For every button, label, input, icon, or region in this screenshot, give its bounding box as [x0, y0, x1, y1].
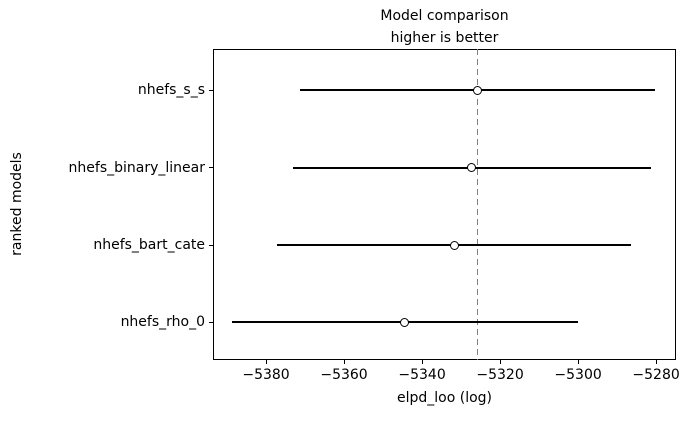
x-tick-label: −5380 — [242, 367, 290, 383]
x-tick-label: −5280 — [632, 367, 680, 383]
chart-title: Model comparison — [380, 8, 509, 24]
x-axis-label: elpd_loo (log) — [396, 390, 492, 406]
y-tick-label: nhefs_bart_cate — [93, 237, 205, 254]
y-tick-label: nhefs_rho_0 — [120, 314, 205, 331]
x-axis-tick — [499, 360, 501, 364]
point-estimate-marker — [472, 85, 482, 95]
x-tick-label: −5320 — [476, 367, 524, 383]
chart-title-block: Model comparison higher is better — [213, 5, 676, 49]
x-axis-tick — [655, 360, 657, 364]
chart-subtitle: higher is better — [390, 30, 499, 46]
x-axis-tick — [265, 360, 267, 364]
x-tick-label: −5340 — [398, 367, 446, 383]
y-tick-label: nhefs_binary_linear — [68, 159, 205, 176]
point-estimate-marker — [467, 163, 477, 173]
y-axis-tick — [209, 89, 213, 91]
x-axis-tick — [577, 360, 579, 364]
x-tick-label: −5300 — [554, 367, 602, 383]
y-tick-label: nhefs_s_s — [137, 82, 205, 99]
point-estimate-marker — [449, 240, 459, 250]
point-estimate-marker — [400, 317, 410, 327]
x-axis-tick — [343, 360, 345, 364]
y-axis-label: ranked models — [9, 152, 25, 256]
x-axis-tick — [421, 360, 423, 364]
y-axis-tick — [209, 244, 213, 246]
y-axis-tick — [209, 321, 213, 323]
x-tick-label: −5360 — [320, 367, 368, 383]
reference-dashed-line — [476, 49, 479, 360]
y-axis-tick — [209, 167, 213, 169]
plot-area — [213, 49, 676, 360]
